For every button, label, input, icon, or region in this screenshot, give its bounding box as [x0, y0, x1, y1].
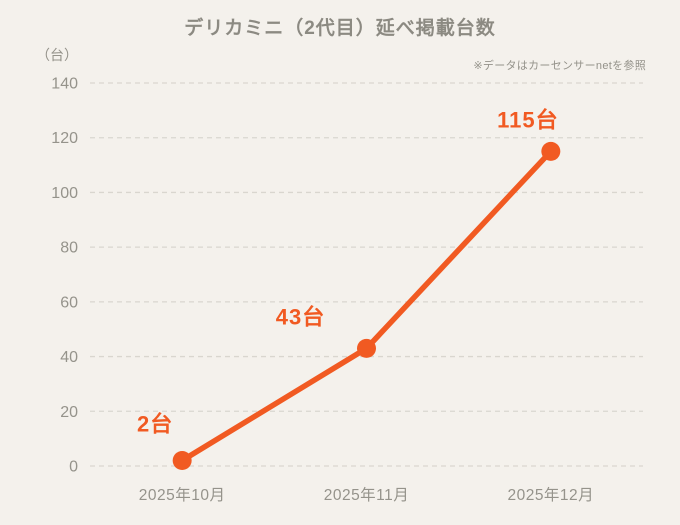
x-axis-label: 2025年11月	[324, 486, 410, 504]
x-axis-label: 2025年12月	[507, 486, 594, 504]
y-tick-label: 40	[60, 349, 78, 366]
data-point	[357, 338, 376, 358]
y-tick-label: 100	[51, 185, 78, 202]
source-note: ※データはカーセンサーnetを参照	[473, 60, 646, 72]
chart-title: デリカミニ（2代目）延べ掲載台数	[184, 18, 496, 39]
y-tick-label: 20	[60, 404, 78, 421]
x-axis-label: 2025年10月	[139, 486, 226, 504]
y-tick-label: 80	[60, 240, 78, 257]
data-point-label: 2台	[137, 412, 173, 437]
data-point	[172, 451, 192, 471]
data-point-label: 43台	[276, 304, 325, 329]
y-tick-label: 0	[69, 459, 78, 476]
y-tick-label: 120	[51, 130, 78, 147]
trend-line	[179, 148, 554, 464]
data-point	[541, 141, 561, 161]
data-point-label: 115台	[497, 107, 559, 132]
y-tick-label: 60	[60, 294, 78, 311]
y-tick-label: 140	[51, 76, 78, 93]
y-axis-unit-label: （台）	[36, 47, 78, 63]
